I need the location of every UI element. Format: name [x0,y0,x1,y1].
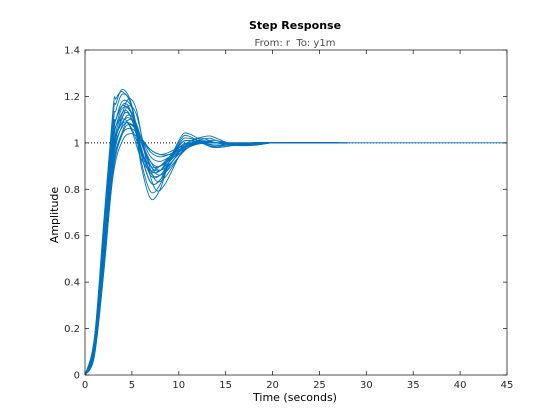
x-tick-label: 35 [407,380,420,391]
x-tick-label: 30 [360,380,373,391]
x-axis-label: Time (seconds) [252,391,337,404]
x-tick-label: 45 [501,380,514,391]
plot-area: 0 5 10 15 20 25 30 35 40 45 0 0.2 0.4 0.6 0.8 1 1.2 1.4 [64,46,513,392]
y-tick-label: 0 [74,371,80,382]
x-tick-label: 20 [266,380,279,391]
axes-box [84,49,508,376]
chart-title: Step Response [249,19,341,32]
x-tick-label: 10 [172,380,185,391]
y-axis-label: Amplitude [48,187,61,244]
plot-background [85,50,507,375]
x-tick-label: 15 [219,380,232,391]
series-line-20 [85,117,507,375]
x-tick-label: 25 [313,380,326,391]
y-tick-label: 0.4 [64,278,80,289]
y-tick-label: 1 [74,138,80,149]
y-tick-label: 0.6 [64,231,80,242]
response-curves [85,89,507,375]
x-tick-label: 5 [129,380,135,391]
x-tick-label: 40 [454,380,467,391]
chart-subtitle: From: r To: y1m [255,38,336,49]
y-tick-label: 1.4 [64,46,80,57]
y-tick-label: 0.8 [64,185,80,196]
y-tick-label: 0.2 [64,324,80,335]
y-tick-label: 1.2 [64,92,80,103]
x-tick-label: 0 [82,380,88,391]
